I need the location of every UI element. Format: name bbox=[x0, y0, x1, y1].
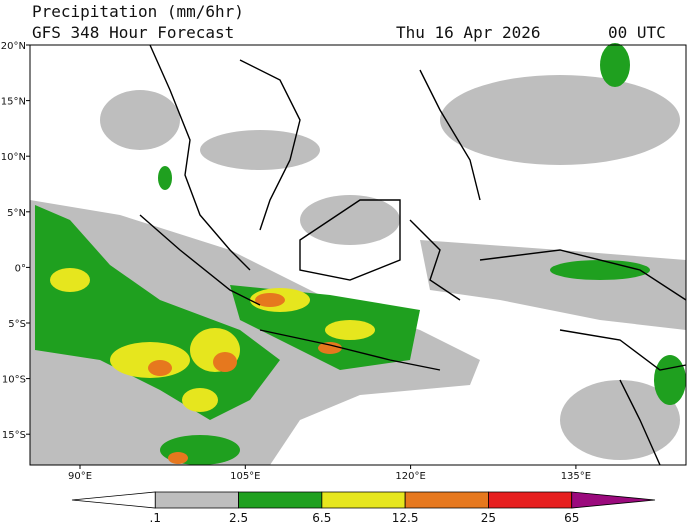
colorbar-label: .1 bbox=[150, 511, 161, 525]
lat-label: 0° bbox=[15, 263, 26, 274]
lat-label: 5°S bbox=[8, 319, 26, 330]
lon-label: 135°E bbox=[561, 471, 591, 482]
map bbox=[29, 43, 687, 466]
lat-label: 20°N bbox=[1, 41, 26, 52]
date: Thu 16 Apr 2026 bbox=[396, 23, 541, 42]
colorbar-label: 12.5 bbox=[392, 511, 419, 525]
lat-label: 15°N bbox=[1, 97, 26, 108]
map-frame bbox=[29, 44, 687, 466]
coastlines bbox=[139, 44, 687, 466]
time: 00 UTC bbox=[608, 23, 666, 42]
colorbar-segment bbox=[71, 491, 156, 509]
colorbar-segment bbox=[404, 491, 489, 509]
colorbar-segment bbox=[571, 491, 656, 509]
lon-label: 120°E bbox=[395, 471, 425, 482]
subtitle: GFS 348 Hour Forecast bbox=[32, 23, 234, 42]
colorbar-label: 25 bbox=[481, 511, 496, 525]
lon-label: 105°E bbox=[230, 471, 260, 482]
lat-label: 5°N bbox=[7, 208, 26, 219]
title: Precipitation (mm/6hr) bbox=[32, 2, 244, 21]
lat-label: 10°S bbox=[2, 375, 26, 386]
precip-intense bbox=[148, 293, 342, 464]
colorbar-segment bbox=[321, 491, 406, 509]
colorbar-label: 2.5 bbox=[229, 511, 248, 525]
precip-light bbox=[30, 75, 686, 465]
colorbar-label: 65 bbox=[564, 511, 579, 525]
colorbar-segment bbox=[488, 491, 573, 509]
lat-label: 10°N bbox=[1, 152, 26, 163]
colorbar-label: 6.5 bbox=[312, 511, 331, 525]
lon-label: 90°E bbox=[68, 471, 92, 482]
lat-label: 15°S bbox=[2, 430, 26, 441]
colorbar-segment bbox=[238, 491, 323, 509]
colorbar-segment bbox=[154, 491, 239, 509]
